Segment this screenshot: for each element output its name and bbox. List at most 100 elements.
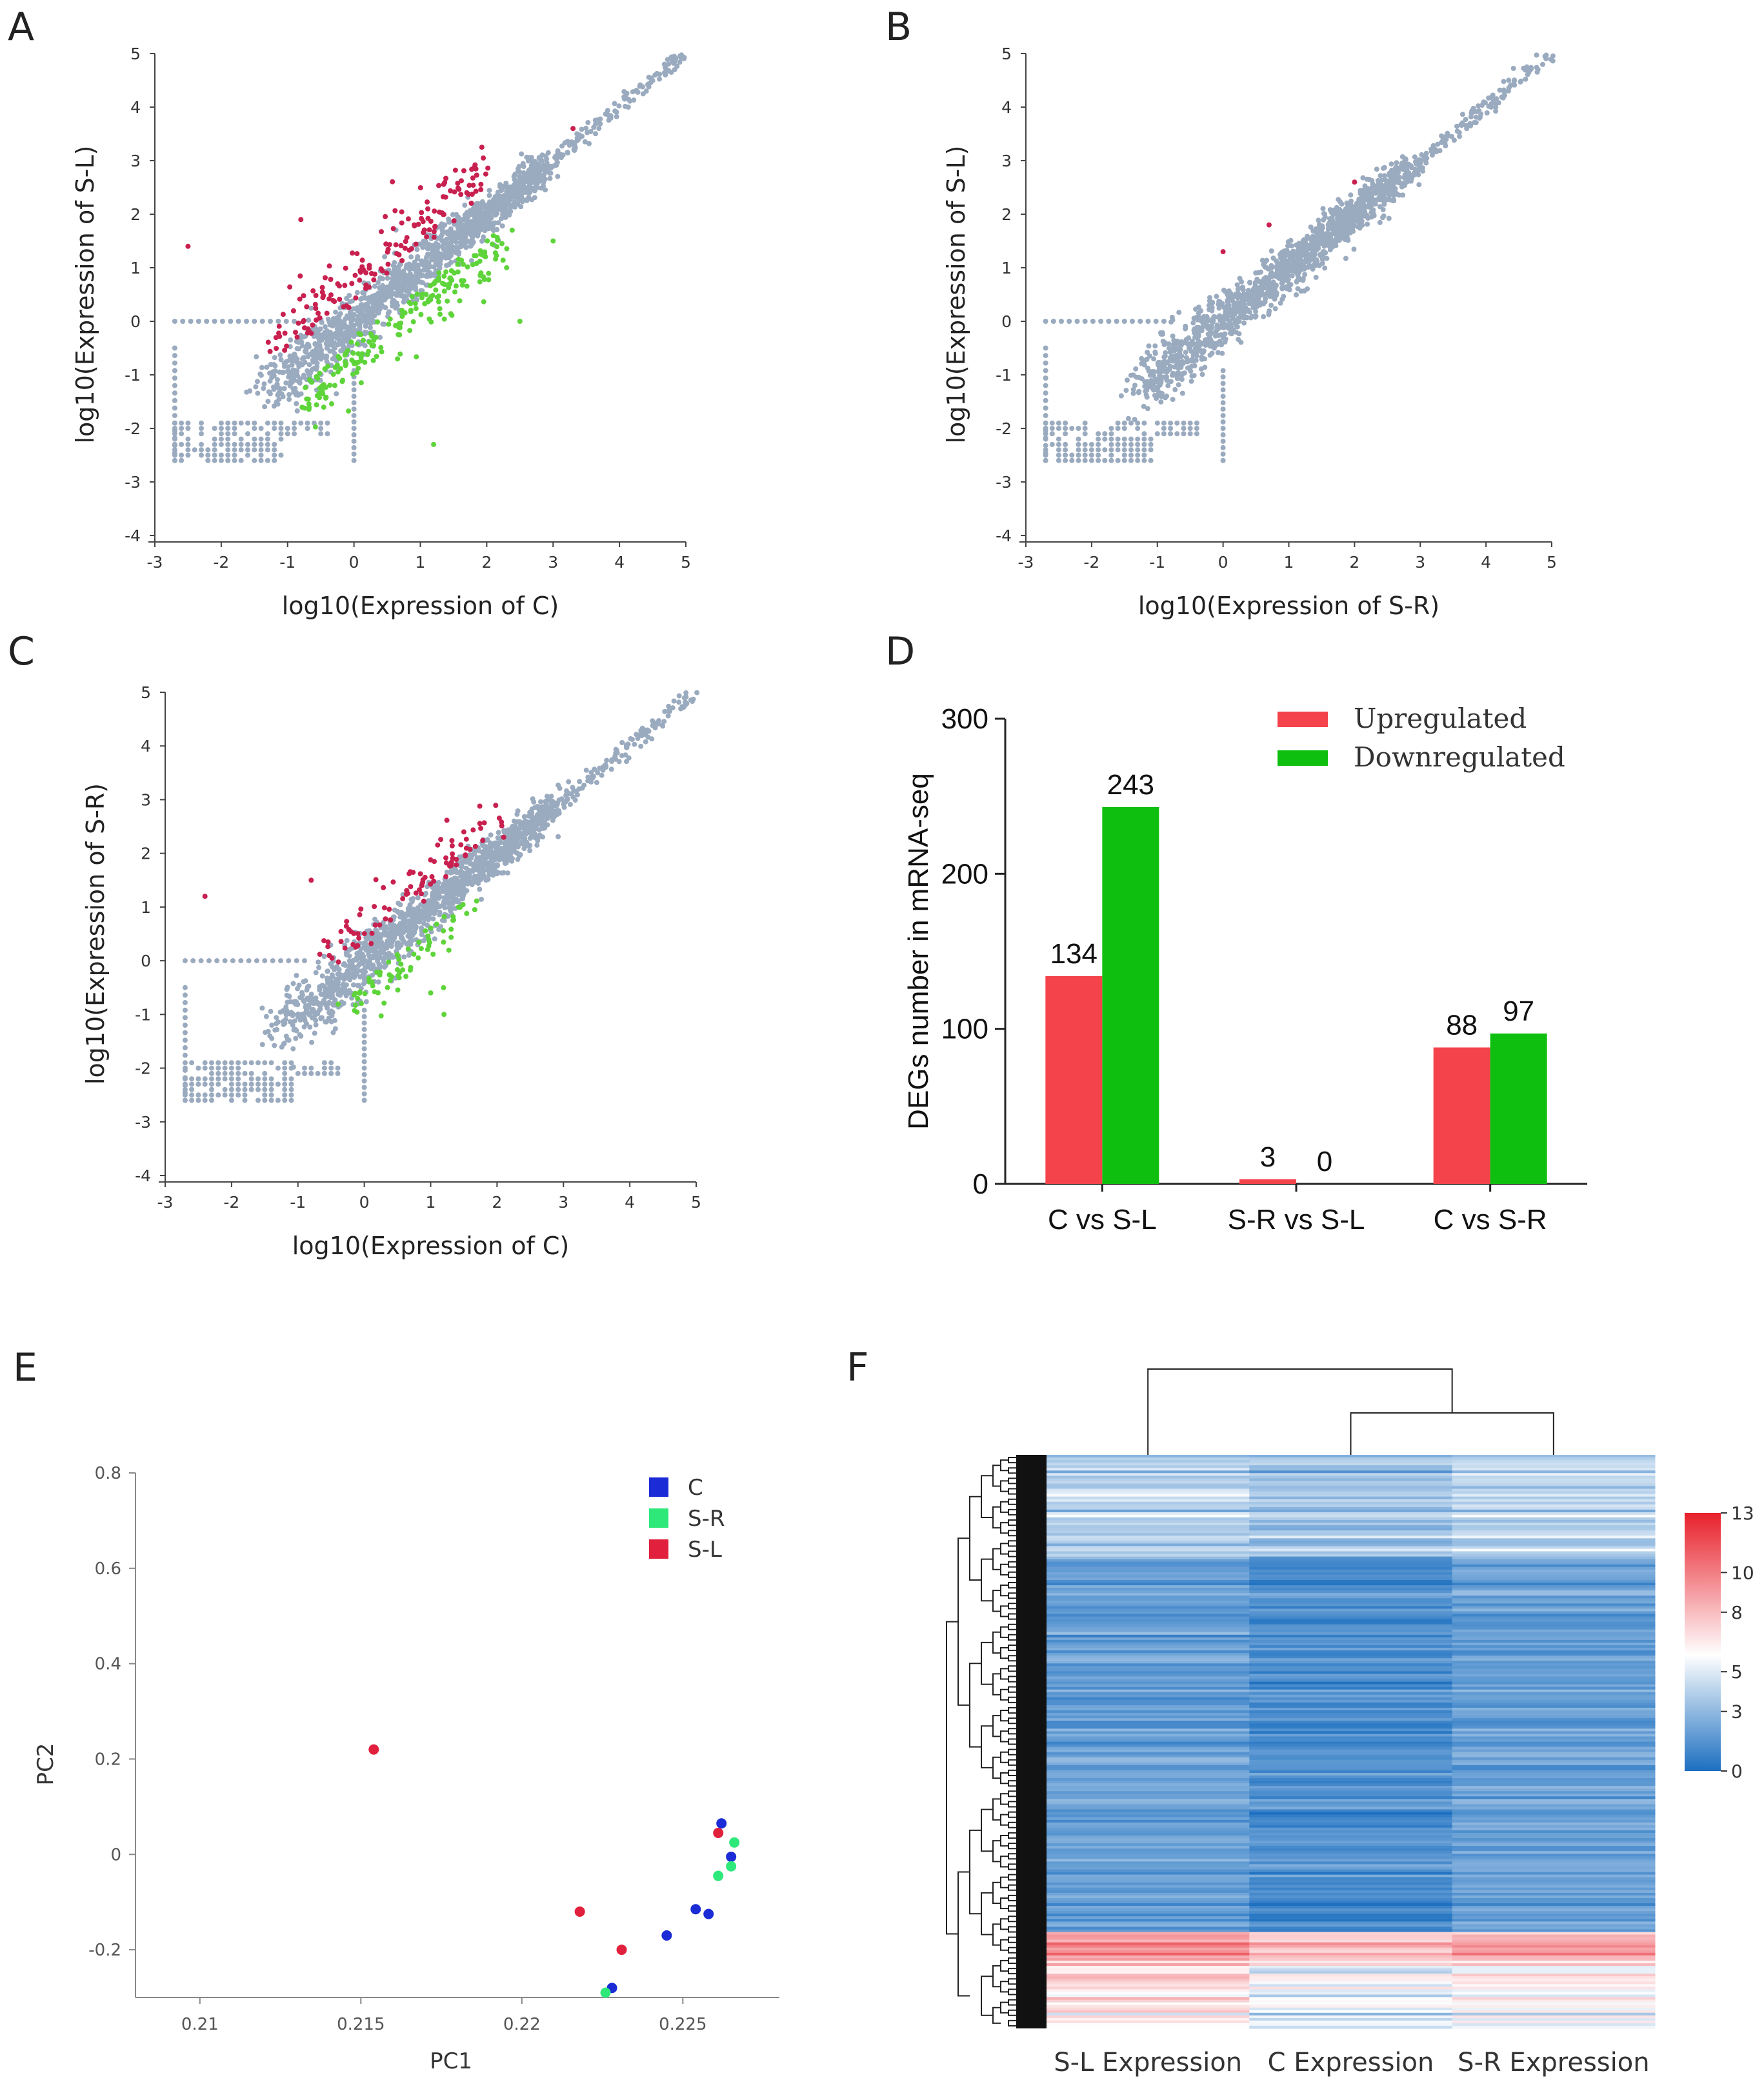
- point-background: [298, 420, 304, 426]
- point-background: [1361, 188, 1367, 194]
- point-background: [172, 405, 177, 411]
- point-background: [337, 311, 343, 317]
- point-up: [419, 210, 425, 215]
- point-background: [516, 193, 522, 199]
- point-down: [504, 246, 510, 252]
- point-background: [261, 381, 267, 387]
- point-background: [665, 57, 670, 63]
- point-background: [308, 305, 314, 311]
- point-background: [376, 294, 382, 300]
- point-up: [458, 192, 464, 197]
- point-background: [1386, 215, 1392, 221]
- point-background: [1098, 319, 1104, 324]
- point-background: [336, 992, 341, 997]
- point-background: [466, 220, 472, 226]
- point-background: [1387, 187, 1392, 193]
- point-background: [1076, 436, 1081, 442]
- point-background: [1181, 370, 1187, 376]
- point-background: [519, 151, 525, 157]
- point-background: [670, 59, 676, 65]
- point-background: [341, 332, 346, 338]
- point-background: [1043, 405, 1048, 411]
- point-background: [1225, 299, 1230, 305]
- point-background: [1439, 139, 1444, 145]
- point-background: [437, 912, 443, 917]
- point-up: [341, 304, 346, 310]
- point-background: [392, 302, 397, 308]
- panel-label-a: A: [8, 5, 34, 50]
- point-background: [286, 397, 292, 402]
- point-background: [333, 309, 339, 315]
- point-background: [258, 447, 264, 453]
- point-background: [1082, 452, 1088, 458]
- point-background: [292, 426, 297, 431]
- point-background: [1143, 380, 1149, 386]
- point-up: [439, 210, 445, 215]
- point-background: [1176, 365, 1181, 371]
- point-background: [238, 457, 244, 463]
- point-background: [1290, 248, 1296, 254]
- x-axis-label: log10(Expression of C): [292, 1232, 570, 1260]
- point-background: [456, 232, 462, 237]
- point-background: [583, 125, 589, 131]
- point-background: [1266, 310, 1272, 315]
- point-background: [596, 126, 602, 131]
- point-background: [1238, 314, 1243, 320]
- point-down: [459, 278, 465, 284]
- point-background: [325, 1005, 330, 1011]
- point-down: [397, 325, 403, 330]
- point-background: [351, 400, 357, 406]
- point-background: [1220, 381, 1226, 386]
- point-down: [490, 233, 496, 239]
- point-down: [437, 306, 443, 312]
- point-background: [1319, 261, 1325, 266]
- point-background: [1043, 319, 1048, 324]
- point-background: [292, 1018, 297, 1024]
- point-background: [316, 350, 321, 355]
- point-background: [1360, 201, 1366, 206]
- point-background: [1121, 457, 1127, 463]
- point-background: [172, 360, 177, 366]
- point-background: [1076, 452, 1081, 458]
- point-background: [1259, 283, 1265, 288]
- point-down: [504, 265, 510, 270]
- point-background: [1307, 258, 1312, 264]
- point-background: [1161, 431, 1167, 437]
- point-up: [428, 219, 434, 224]
- point-down: [397, 351, 403, 357]
- point-down: [477, 248, 483, 254]
- point-background: [591, 125, 597, 130]
- point-background: [272, 457, 277, 463]
- point-down: [323, 395, 328, 401]
- point-background: [1423, 150, 1429, 156]
- point-background: [296, 983, 302, 988]
- point-background: [1187, 342, 1192, 348]
- point-down: [494, 244, 500, 250]
- point-background: [1493, 105, 1499, 110]
- point-background: [528, 163, 534, 168]
- point-background: [1329, 243, 1335, 249]
- point-background: [1156, 389, 1161, 395]
- point-background: [432, 936, 437, 942]
- point-background: [218, 431, 224, 437]
- point-background: [501, 183, 507, 189]
- point-up: [441, 194, 446, 199]
- point-background: [259, 1042, 265, 1047]
- point-background: [1369, 185, 1375, 191]
- point-down: [490, 241, 495, 247]
- point-background: [1348, 192, 1354, 198]
- point-background: [1464, 126, 1470, 132]
- point-up: [287, 284, 293, 290]
- point-background: [1473, 114, 1479, 120]
- point-up: [424, 234, 430, 240]
- point-background: [640, 91, 646, 97]
- point-background: [1281, 268, 1287, 274]
- point-down: [441, 316, 447, 322]
- point-background: [477, 886, 483, 892]
- point-background: [1295, 286, 1301, 292]
- point-background: [265, 441, 270, 447]
- point-background: [1493, 108, 1499, 114]
- point-down: [452, 289, 457, 295]
- point-background: [1132, 383, 1138, 388]
- point-background: [359, 302, 365, 308]
